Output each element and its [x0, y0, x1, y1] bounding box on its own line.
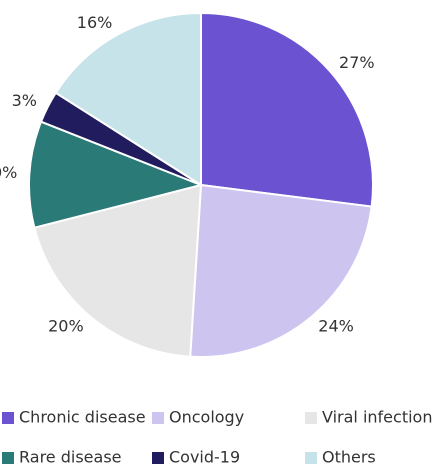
- data-label: 16%: [77, 13, 113, 32]
- data-label: 27%: [339, 53, 375, 72]
- data-label: 20%: [48, 316, 84, 335]
- legend-label: Rare disease: [19, 448, 122, 466]
- legend-label: Oncology: [169, 408, 244, 427]
- legend-label: Chronic disease: [19, 408, 146, 427]
- legend-swatch: [305, 452, 317, 464]
- legend-swatch: [2, 452, 14, 464]
- legend-label: Others: [322, 448, 376, 466]
- pie-slice: [200, 11, 374, 208]
- pie-slice: [189, 183, 373, 358]
- pie-slice: [54, 11, 202, 187]
- data-label: 24%: [318, 316, 354, 335]
- legend-label: Covid-19: [169, 448, 240, 466]
- data-label: 10%: [0, 163, 17, 182]
- pie-slice: [28, 120, 205, 229]
- legend-swatch: [305, 412, 317, 424]
- data-label: 3%: [12, 91, 37, 110]
- pie-slice: [33, 183, 203, 358]
- legend-swatch: [152, 412, 164, 424]
- legend-swatch: [2, 412, 14, 424]
- legend-swatch: [152, 452, 164, 464]
- legend-label: Viral infection: [322, 408, 432, 427]
